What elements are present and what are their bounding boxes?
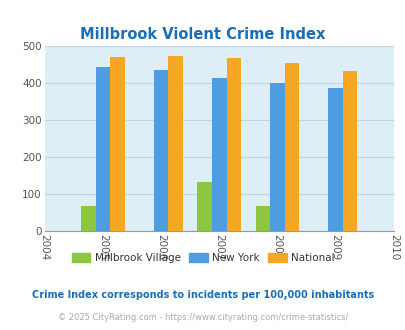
- Bar: [197, 182, 211, 231]
- Bar: [255, 206, 269, 231]
- Bar: [342, 71, 356, 231]
- Text: Millbrook Violent Crime Index: Millbrook Violent Crime Index: [80, 27, 325, 42]
- Bar: [284, 63, 298, 231]
- Bar: [168, 56, 182, 231]
- Bar: [328, 88, 342, 231]
- Text: © 2025 CityRating.com - https://www.cityrating.com/crime-statistics/: © 2025 CityRating.com - https://www.city…: [58, 313, 347, 322]
- Legend: Millbrook Village, New York, National: Millbrook Village, New York, National: [67, 249, 338, 267]
- Bar: [95, 67, 110, 231]
- Bar: [153, 70, 168, 231]
- Bar: [81, 206, 95, 231]
- Text: Crime Index corresponds to incidents per 100,000 inhabitants: Crime Index corresponds to incidents per…: [32, 290, 373, 300]
- Bar: [269, 83, 284, 231]
- Bar: [110, 57, 124, 231]
- Bar: [211, 78, 226, 231]
- Bar: [226, 58, 241, 231]
